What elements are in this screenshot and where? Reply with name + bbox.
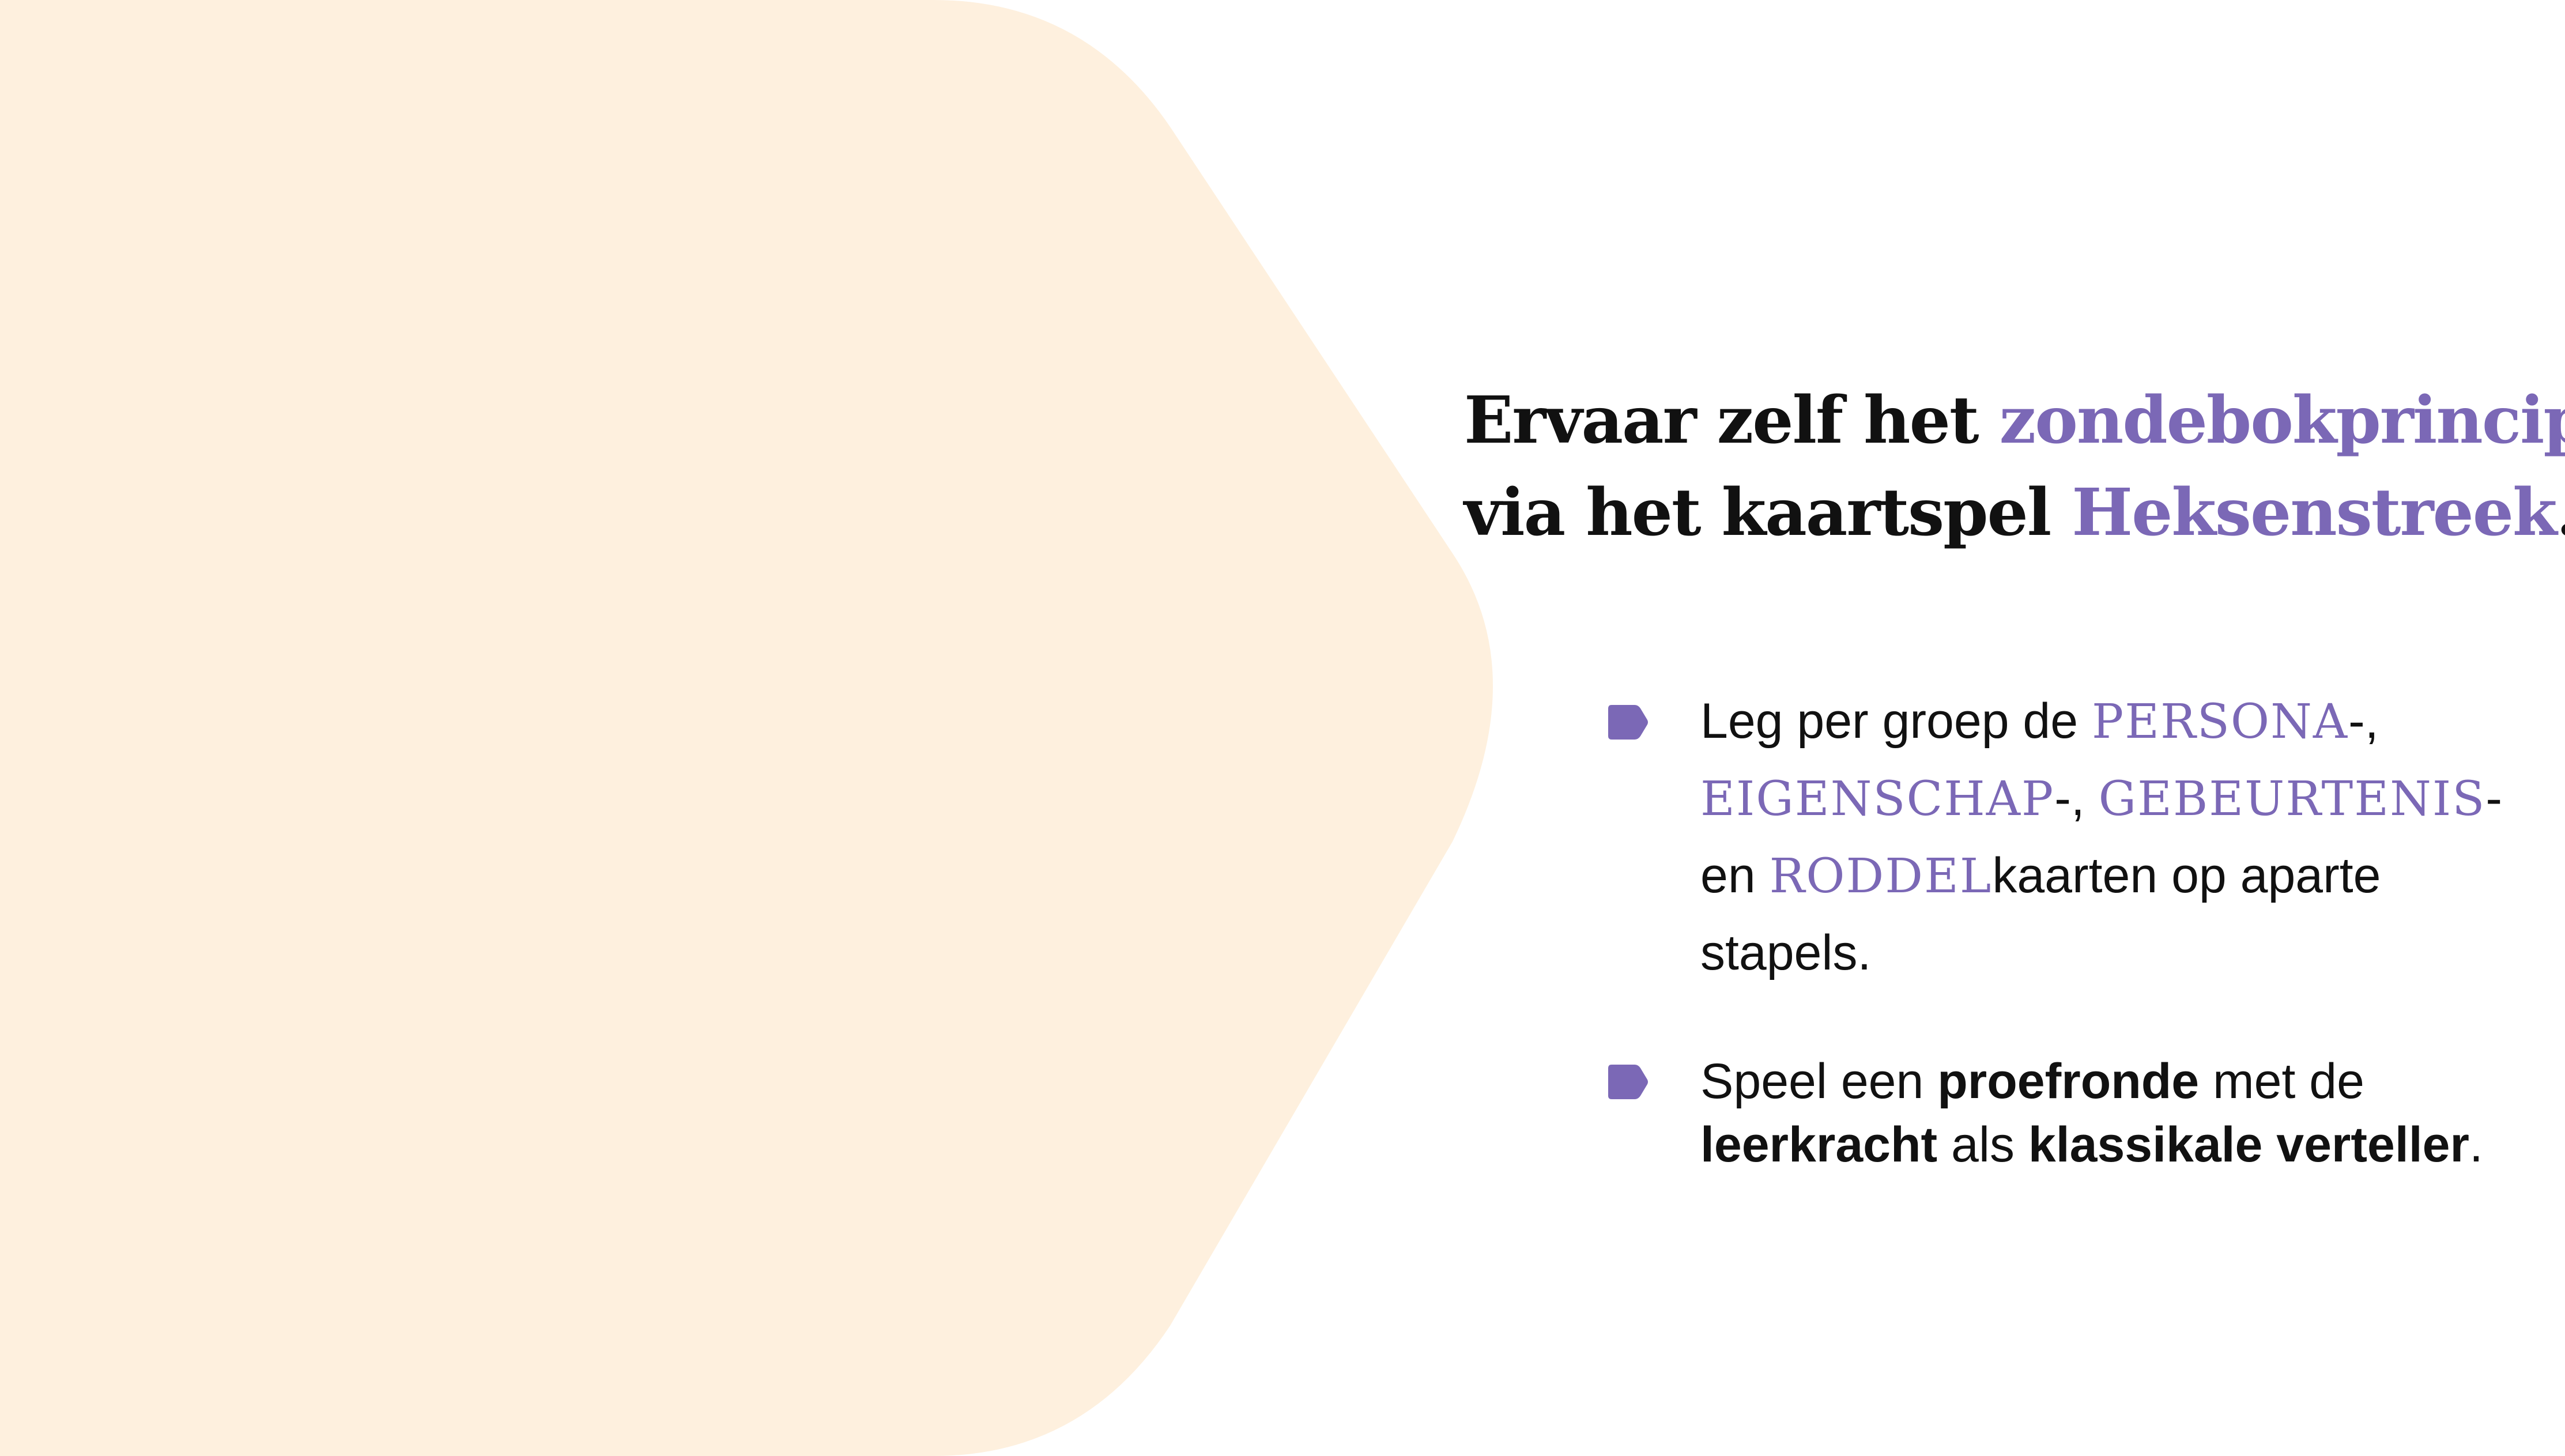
emphasis-klassikale-verteller: klassikale verteller bbox=[2028, 1117, 2469, 1172]
text-run: als bbox=[1937, 1117, 2028, 1172]
text-run: en bbox=[1700, 848, 1770, 903]
title-line2-prefix: via het kaartspel bbox=[1464, 475, 2072, 550]
text-run: -, bbox=[2054, 771, 2099, 826]
title-line1-prefix: Ervaar zelf het bbox=[1464, 383, 2000, 458]
text-run: . bbox=[2469, 1117, 2483, 1172]
text-run: kaarten op aparte bbox=[1992, 848, 2381, 903]
instruction-text-stacks: Leg per groep de PERSONA-, EIGENSCHAP-, G… bbox=[1700, 683, 2502, 991]
emphasis-proefronde: proefronde bbox=[1937, 1054, 2200, 1109]
instruction-list: Leg per groep de PERSONA-, EIGENSCHAP-, G… bbox=[1608, 683, 2507, 1176]
background-hexagon-shape bbox=[0, 0, 1493, 1456]
title-keyword-heksenstreek: Heksenstreek bbox=[2072, 475, 2557, 550]
instruction-item-practice-round: Speel een proefronde met de leerkracht al… bbox=[1608, 1050, 2507, 1176]
instruction-text-practice-round: Speel een proefronde met de leerkracht al… bbox=[1700, 1050, 2483, 1176]
text-run: met de bbox=[2199, 1054, 2364, 1109]
card-type-gebeurtenis: GEBEURTENIS bbox=[2098, 772, 2486, 827]
title-keyword-zondebokprincipe: zondebokprincipe bbox=[1999, 383, 2565, 458]
hexagon-path bbox=[0, 0, 1493, 1456]
emphasis-leerkracht: leerkracht bbox=[1700, 1117, 1938, 1172]
tag-bullet-icon bbox=[1608, 1065, 1648, 1099]
text-run: - bbox=[2485, 771, 2503, 826]
instruction-item-stacks: Leg per groep de PERSONA-, EIGENSCHAP-, G… bbox=[1608, 683, 2507, 991]
slide-title: Ervaar zelf het zondebokprincipe via het … bbox=[1464, 375, 2565, 559]
text-run: Leg per groep de bbox=[1700, 693, 2092, 749]
text-run: stapels. bbox=[1700, 925, 1872, 980]
card-type-persona: PERSONA bbox=[2091, 695, 2349, 749]
card-type-roddel: RODDEL bbox=[1769, 849, 1993, 904]
text-run: Speel een bbox=[1700, 1054, 1938, 1109]
tag-bullet-icon bbox=[1608, 705, 1648, 740]
title-period: . bbox=[2556, 475, 2565, 550]
card-type-eigenschap: EIGENSCHAP bbox=[1700, 772, 2055, 827]
text-run: -, bbox=[2348, 693, 2379, 749]
